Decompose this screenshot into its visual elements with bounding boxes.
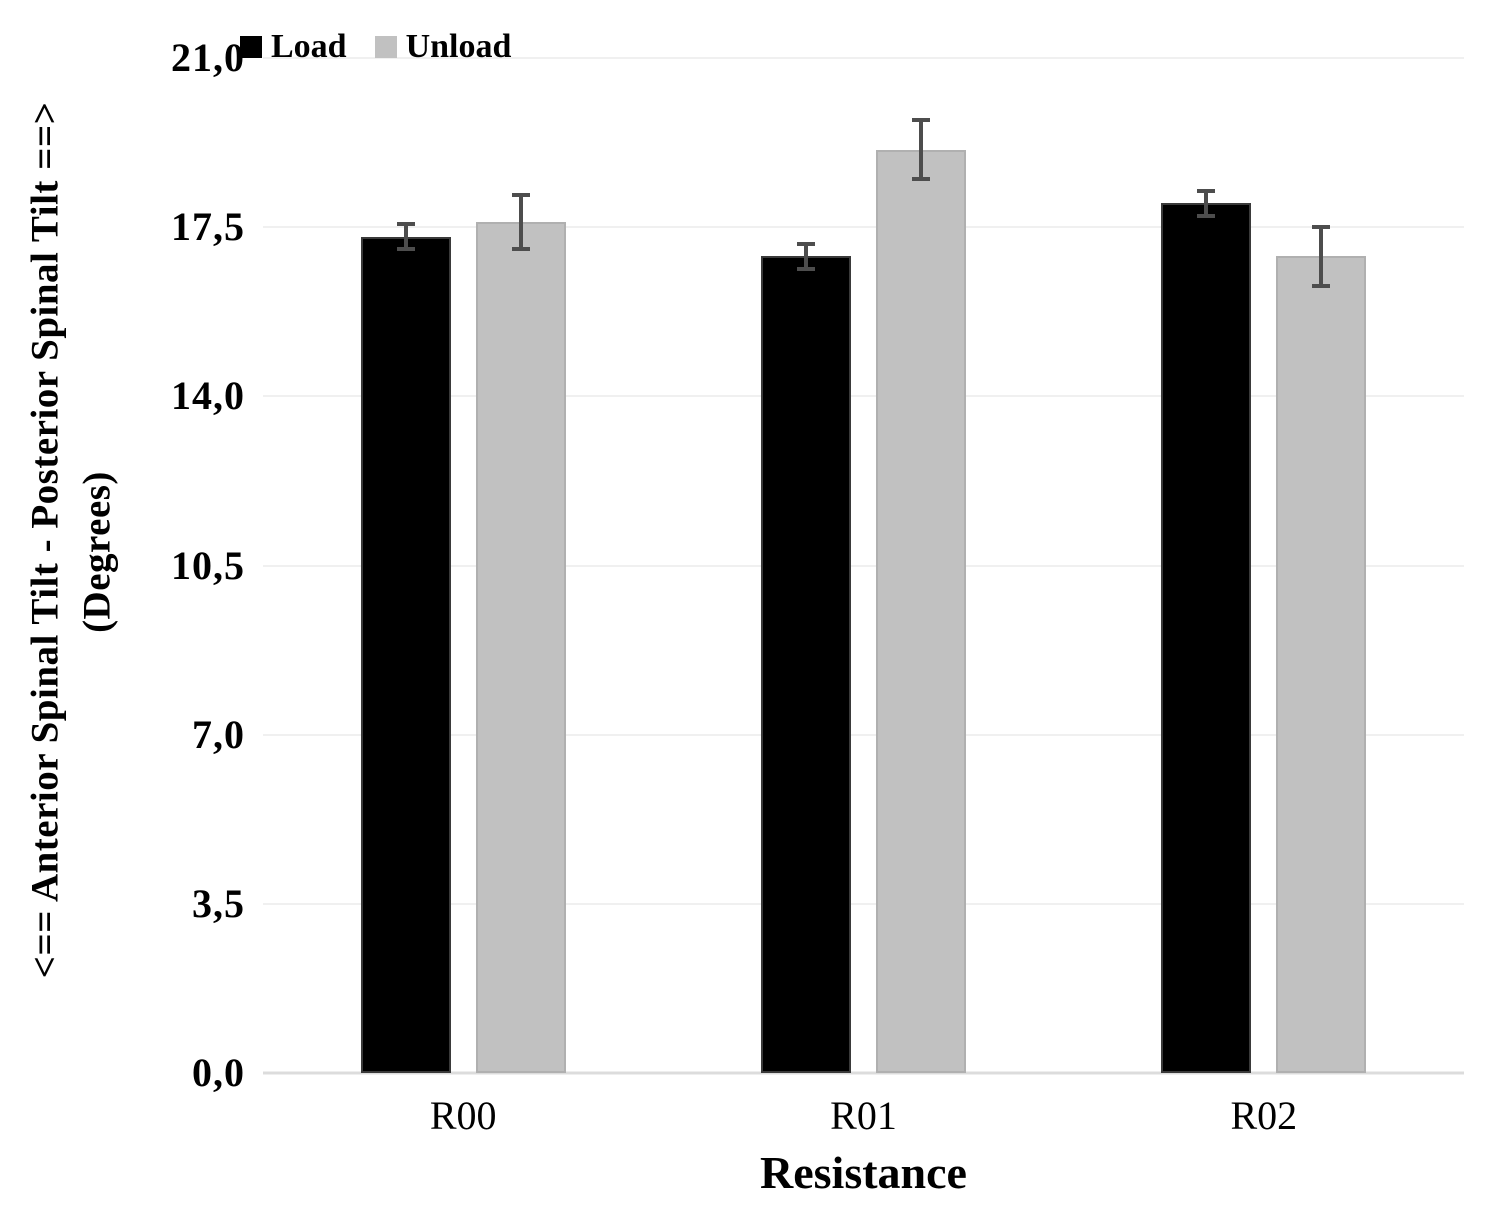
plot-area — [263, 57, 1464, 1075]
gridline — [263, 733, 1464, 736]
y-tick-label: 14,0 — [171, 373, 245, 419]
error-bar-cap-top — [396, 222, 415, 227]
error-bar-unload-r02 — [1312, 224, 1331, 288]
x-category-label: R02 — [1230, 1093, 1298, 1138]
bar-load-r01 — [761, 256, 851, 1073]
y-axis-tick-labels: 0,0 3,5 7,0 10,5 14,0 17,5 21,0 — [30, 38, 245, 1093]
error-bar-load-r01 — [797, 241, 815, 271]
error-bar-cap-bottom — [1197, 213, 1216, 218]
error-bar-line — [1204, 188, 1209, 218]
y-tick-label: 7,0 — [192, 711, 245, 757]
error-bar-line — [518, 193, 523, 252]
error-bar-line — [403, 222, 408, 252]
legend-item-unload: Unload — [374, 28, 512, 65]
x-category-label: R01 — [830, 1093, 897, 1138]
gridline — [263, 226, 1464, 229]
legend-label: Unload — [405, 28, 512, 65]
bar-load-r02 — [1161, 203, 1252, 1073]
bar-unload-r00 — [475, 222, 566, 1073]
error-bar-unload-r00 — [511, 193, 530, 252]
legend-label: Load — [271, 28, 347, 65]
gridline — [263, 564, 1464, 567]
y-tick-label: 10,5 — [171, 542, 245, 588]
x-axis-line — [263, 1071, 1464, 1075]
legend-item-load: Load — [240, 30, 347, 64]
gridline — [263, 57, 1464, 59]
x-axis-title: Resistance — [760, 1147, 967, 1198]
error-bar-line — [1319, 224, 1324, 288]
error-bar-load-r00 — [396, 222, 415, 252]
legend-swatch-unload-icon — [374, 36, 397, 58]
error-bar-line — [919, 118, 923, 182]
y-tick-label: 0,0 — [192, 1050, 245, 1095]
error-bar-cap-bottom — [396, 247, 415, 252]
y-tick-label: 3,5 — [192, 880, 245, 926]
error-bar-cap-top — [511, 193, 530, 198]
legend-swatch-load-icon — [240, 36, 262, 58]
error-bar-unload-r01 — [912, 118, 930, 182]
error-bar-cap-top — [912, 118, 930, 123]
y-tick-label: 21,0 — [171, 35, 245, 80]
error-bar-cap-bottom — [797, 266, 815, 271]
error-bar-cap-bottom — [1312, 283, 1331, 288]
error-bar-cap-top — [797, 241, 815, 246]
gridline — [263, 395, 1464, 398]
bar-load-r00 — [360, 236, 451, 1073]
gridline — [263, 902, 1464, 905]
y-tick-label: 17,5 — [171, 204, 245, 250]
error-bar-cap-top — [1197, 188, 1216, 193]
bar-unload-r02 — [1276, 256, 1367, 1073]
error-bar-line — [804, 241, 808, 271]
error-bar-load-r02 — [1197, 188, 1216, 218]
error-bar-cap-bottom — [511, 247, 530, 252]
error-bar-cap-bottom — [912, 177, 930, 182]
bar-unload-r01 — [876, 149, 966, 1073]
legend: Load Unload — [240, 30, 511, 64]
error-bar-cap-top — [1312, 224, 1331, 229]
x-category-label: R00 — [429, 1093, 497, 1138]
